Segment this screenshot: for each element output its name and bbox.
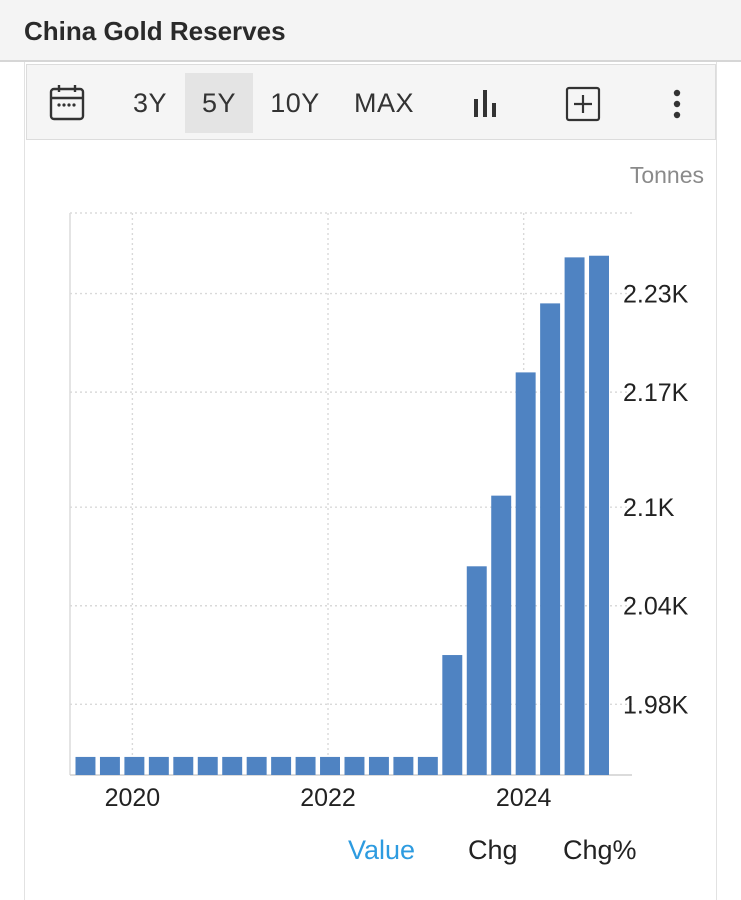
- unit-label: Tonnes: [629, 162, 704, 188]
- bar: [148, 756, 169, 775]
- x-tick-label: 2022: [300, 784, 356, 812]
- bar: [295, 756, 316, 775]
- more-vertical-icon[interactable]: [665, 87, 689, 121]
- bar: [491, 495, 512, 775]
- bar: [589, 255, 609, 775]
- bar-chart-icon[interactable]: [469, 87, 503, 121]
- bar: [344, 756, 365, 775]
- bar: [368, 756, 389, 775]
- bar: [442, 655, 463, 775]
- y-tick-label: 2.04K: [623, 593, 689, 621]
- range-3y-button[interactable]: 3Y: [132, 88, 168, 118]
- range-10y-button[interactable]: 10Y: [270, 88, 320, 118]
- bar: [197, 756, 218, 775]
- x-tick-label: 2024: [496, 784, 552, 812]
- bar: [271, 756, 292, 775]
- bar: [246, 756, 267, 775]
- y-tick-label: 2.1K: [623, 494, 675, 522]
- range-5y-button[interactable]: 5Y: [185, 73, 253, 133]
- bar: [222, 756, 243, 775]
- bar: [466, 566, 487, 775]
- y-tick-label: 2.17K: [623, 379, 689, 407]
- y-tick-label: 2.23K: [623, 281, 689, 309]
- page-title: China Gold Reserves: [24, 16, 286, 46]
- y-tick-label: 1.98K: [623, 691, 689, 719]
- range-max-button[interactable]: MAX: [353, 88, 414, 118]
- bar: [99, 756, 120, 775]
- header: China Gold Reserves: [0, 0, 741, 62]
- bar: [417, 756, 438, 775]
- tab-value[interactable]: Value: [348, 835, 416, 865]
- tab-chg-percent[interactable]: Chg%: [563, 835, 637, 865]
- tab-chg[interactable]: Chg: [468, 835, 518, 865]
- calendar-icon[interactable]: [47, 83, 87, 123]
- bar: [540, 303, 561, 775]
- bar: [564, 257, 585, 775]
- bar: [515, 372, 536, 775]
- bar: [124, 756, 145, 775]
- add-box-icon[interactable]: [564, 85, 602, 123]
- bar: [173, 756, 194, 775]
- x-tick-label: 2020: [105, 784, 161, 812]
- bar: [320, 756, 340, 775]
- bar: [393, 756, 414, 775]
- bar: [75, 756, 96, 775]
- chart-toolbar: 3Y 5Y 10Y MAX: [26, 64, 716, 140]
